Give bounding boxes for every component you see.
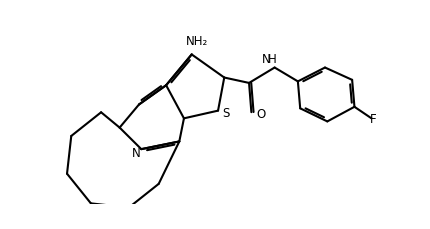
Text: F: F: [370, 113, 376, 126]
Text: O: O: [257, 108, 266, 121]
Text: NH₂: NH₂: [186, 35, 208, 48]
Text: N: N: [262, 53, 270, 66]
Text: S: S: [222, 107, 230, 120]
Text: H: H: [268, 53, 276, 66]
Text: N: N: [132, 147, 141, 160]
